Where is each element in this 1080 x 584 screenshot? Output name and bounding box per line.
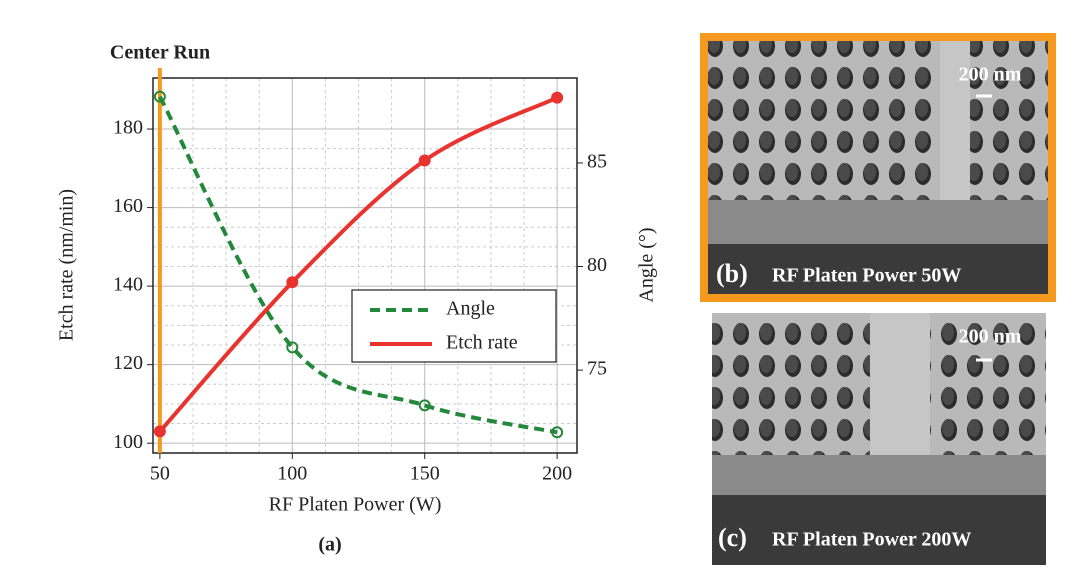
legend-label: Angle xyxy=(446,298,495,320)
scale-label: 200 nm xyxy=(959,326,1022,348)
x-axis-label: RF Platen Power (W) xyxy=(269,494,442,516)
pillars xyxy=(712,455,1046,495)
y-tick-label: 180 xyxy=(113,117,143,139)
panel-c: 200 nm (c) RF Platen Power 200W xyxy=(712,313,1046,565)
panel-label: RF Platen Power 200W xyxy=(772,529,971,551)
legend-box xyxy=(351,289,557,363)
annotation-label: Center Run xyxy=(110,42,210,64)
trench xyxy=(940,41,970,211)
data-point xyxy=(286,276,299,289)
legend-label: Etch rate xyxy=(446,332,518,354)
data-point xyxy=(153,425,166,438)
panel-tag: (c) xyxy=(718,523,747,552)
data-point xyxy=(551,426,564,439)
y-tick-label: 100 xyxy=(113,431,143,453)
y-tick-label: 160 xyxy=(113,195,143,217)
series-line xyxy=(158,95,558,435)
scale-label: 200 nm xyxy=(959,64,1022,86)
series-line xyxy=(158,95,558,433)
y-tick-label: 140 xyxy=(113,274,143,296)
x-tick-label: 150 xyxy=(410,463,440,485)
pillars xyxy=(708,200,1048,244)
data-point xyxy=(551,91,564,104)
plot-frame xyxy=(152,77,578,454)
x-tick-label: 200 xyxy=(542,463,572,485)
panel-tag: (b) xyxy=(716,259,748,288)
x-tick-label: 50 xyxy=(150,463,170,485)
trench xyxy=(870,313,930,463)
y2-tick-label: 80 xyxy=(587,254,607,276)
panel-b: 200 nm (b) RF Platen Power 50W xyxy=(700,33,1056,302)
y2-tick-label: 85 xyxy=(587,151,607,173)
data-point xyxy=(418,154,431,167)
y2-tick-label: 75 xyxy=(587,358,607,380)
data-point xyxy=(286,341,299,354)
data-point xyxy=(418,399,431,412)
y2-axis-label: Angle (°) xyxy=(636,227,658,302)
x-tick-label: 100 xyxy=(277,463,307,485)
y-axis-label: Etch rate (nm/min) xyxy=(56,189,78,341)
panel-label: RF Platen Power 50W xyxy=(772,265,961,287)
chart: 50 100 150 200 100 120 140 160 180 75 80 85 Center R… xyxy=(56,42,658,556)
data-point xyxy=(153,90,166,103)
substrate xyxy=(708,244,1048,294)
y-tick-label: 120 xyxy=(113,352,143,374)
substrate xyxy=(712,495,1046,565)
caption: (a) xyxy=(318,534,341,556)
